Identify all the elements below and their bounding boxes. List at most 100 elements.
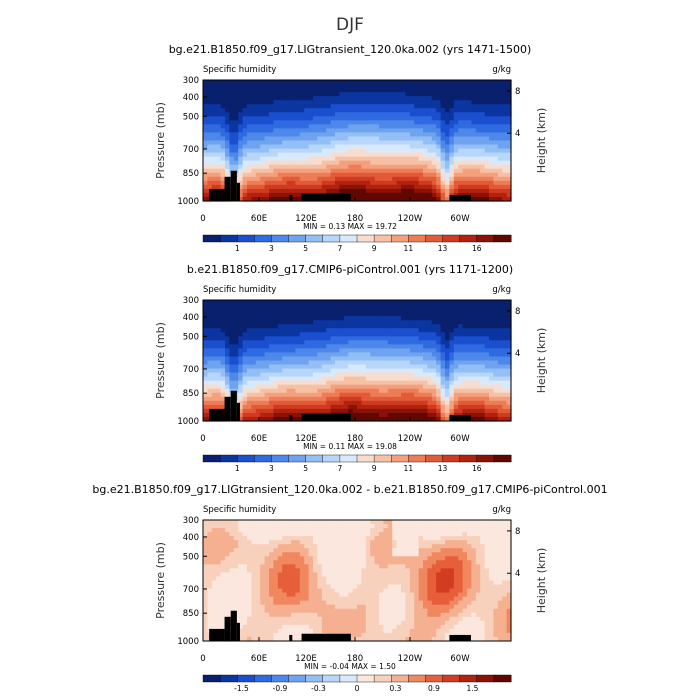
heatmap-cell <box>431 416 437 422</box>
heatmap-cell <box>418 84 424 89</box>
heatmap-cell <box>467 400 472 406</box>
heatmap-cell <box>282 152 288 158</box>
heatmap-cell <box>440 528 446 533</box>
heatmap-cell <box>282 548 288 553</box>
heatmap-cell <box>475 112 481 117</box>
heatmap-cell <box>484 344 490 349</box>
heatmap-cell <box>286 416 292 422</box>
heatmap-cell <box>484 172 490 178</box>
heatmap-cell <box>255 196 261 202</box>
heatmap-cell <box>409 540 415 545</box>
heatmap-cell <box>348 144 354 150</box>
heatmap-cell <box>440 328 446 333</box>
heatmap-cell <box>339 392 345 398</box>
heatmap-cell <box>335 360 340 366</box>
heatmap-cell <box>462 540 468 545</box>
heatmap-cell <box>374 192 380 198</box>
heatmap-cell <box>339 152 345 158</box>
heatmap-cell <box>458 528 464 533</box>
heatmap-cell <box>343 384 349 390</box>
heatmap-cell <box>348 180 354 186</box>
heatmap-cell <box>295 184 301 190</box>
heatmap-cell <box>489 540 494 545</box>
heatmap-cell <box>247 352 252 358</box>
heatmap-cell <box>282 88 288 93</box>
heatmap-cell <box>269 148 274 154</box>
heatmap-cell <box>361 124 367 129</box>
heatmap-cell <box>423 544 428 549</box>
heatmap-cell <box>453 392 459 398</box>
heatmap-cell <box>308 144 314 150</box>
heatmap-cell <box>269 84 274 89</box>
heatmap-cell <box>207 88 213 93</box>
stats-max: 19.72 <box>375 222 397 231</box>
heatmap-cell <box>387 328 393 333</box>
heatmap-cell <box>462 300 468 305</box>
heatmap-cell <box>339 400 345 406</box>
heatmap-cell <box>216 152 222 158</box>
heatmap-cell <box>502 360 508 366</box>
heatmap-cell <box>502 84 508 89</box>
heatmap-cell <box>361 148 367 154</box>
heatmap-cell <box>330 160 336 166</box>
heatmap-cell <box>361 544 367 549</box>
heatmap-cell <box>423 324 428 329</box>
heatmap-cell <box>484 392 490 398</box>
heatmap-cell <box>255 332 261 337</box>
heatmap-cell <box>489 116 494 121</box>
heatmap-cell <box>462 316 468 321</box>
heatmap-cell <box>383 396 389 402</box>
heatmap-cell <box>299 108 305 113</box>
heatmap-cell <box>233 100 239 105</box>
heatmap-cell <box>427 540 433 545</box>
heatmap-cell <box>440 152 446 158</box>
heatmap-cell <box>445 144 450 150</box>
heatmap-cell <box>348 408 354 414</box>
heatmap-cell <box>286 336 292 341</box>
heatmap-cell <box>225 156 230 162</box>
heatmap-cell <box>295 152 301 158</box>
heatmap-cell <box>493 348 499 354</box>
heatmap-cell <box>436 380 442 386</box>
heatmap-cell <box>216 380 222 386</box>
heatmap-cell <box>313 388 318 394</box>
colorbar-box <box>442 454 461 463</box>
heatmap-cell <box>343 180 349 186</box>
heatmap-cell <box>339 532 345 537</box>
heatmap-cell <box>361 328 367 333</box>
heatmap-cell <box>401 408 406 414</box>
heatmap-cell <box>255 88 261 93</box>
heatmap-cell <box>475 148 481 154</box>
heatmap-cell <box>233 344 239 349</box>
heatmap-cell <box>295 188 301 194</box>
heatmap-cell <box>229 96 235 101</box>
heatmap-cell <box>260 340 266 345</box>
heatmap-cell <box>326 336 332 341</box>
heatmap-cell <box>352 332 358 337</box>
heatmap-cell <box>365 116 371 121</box>
heatmap-cell <box>427 192 433 198</box>
heatmap-cell <box>207 308 213 313</box>
heatmap-cell <box>282 344 288 349</box>
colorbar-box <box>271 454 290 463</box>
heatmap-cell <box>251 384 257 390</box>
heatmap-cell <box>423 100 428 105</box>
heatmap-cell <box>467 528 472 533</box>
heatmap-cell <box>203 192 208 198</box>
heatmap-cell <box>440 84 446 89</box>
heatmap-cell <box>348 304 354 309</box>
heatmap-cell <box>401 552 406 557</box>
heatmap-cell <box>458 136 464 142</box>
heatmap-cell <box>203 396 208 402</box>
heatmap-cell <box>313 80 318 85</box>
heatmap-cell <box>286 404 292 410</box>
heatmap-cell <box>352 552 358 557</box>
heatmap-cell <box>304 372 310 378</box>
heatmap-cell <box>387 544 393 549</box>
heatmap-cell <box>308 80 314 85</box>
heatmap-cell <box>260 84 266 89</box>
colorbar-label: 5 <box>303 464 308 473</box>
heatmap-cell <box>330 380 336 386</box>
heatmap-cell <box>427 80 433 85</box>
heatmap-cell <box>229 336 235 341</box>
